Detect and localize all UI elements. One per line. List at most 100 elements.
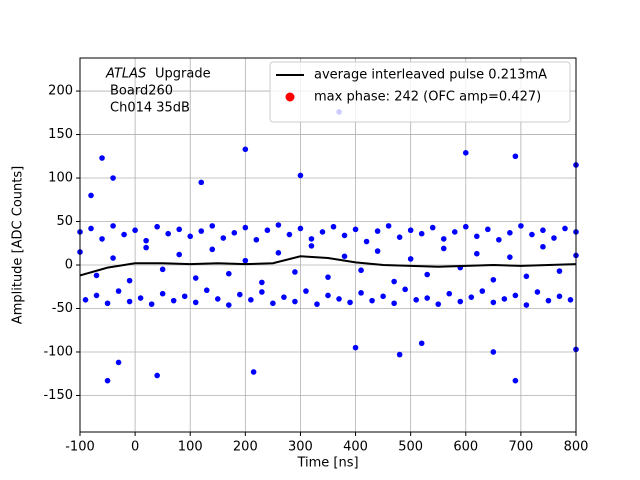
legend-label: average interleaved pulse 0.213mA — [314, 68, 547, 83]
scatter-point — [214, 296, 221, 302]
y-tick-label: 0 — [65, 258, 73, 273]
scatter-point — [512, 153, 519, 160]
y-tick-label: 150 — [48, 127, 73, 142]
scatter-point — [413, 296, 419, 303]
scatter-point — [325, 292, 331, 299]
annotation-line: Board260 — [110, 84, 173, 99]
scatter-point — [352, 344, 359, 351]
scatter-point — [248, 296, 254, 303]
scatter-point — [374, 228, 381, 234]
scatter-point — [132, 227, 138, 234]
scatter-point — [104, 377, 111, 384]
scatter-point — [198, 228, 205, 234]
scatter-point — [556, 293, 563, 300]
scatter-point — [407, 227, 414, 234]
scatter-point — [154, 223, 160, 230]
scatter-point — [270, 300, 276, 307]
y-axis-label: Amplitude [ADC Counts] — [11, 166, 26, 324]
y-tick-label: 50 — [56, 214, 73, 229]
scatter-point — [176, 226, 182, 233]
scatter-point — [275, 250, 282, 256]
scatter-point — [490, 349, 497, 355]
scatter-point — [192, 275, 199, 281]
scatter-point — [242, 257, 249, 264]
scatter-point — [176, 251, 182, 258]
x-tick-label: 200 — [233, 440, 258, 455]
scatter-point — [292, 298, 298, 305]
scatter-point — [242, 224, 249, 231]
scatter-point — [496, 236, 502, 243]
scatter-point — [281, 294, 287, 300]
scatter-point — [226, 270, 232, 277]
scatter-point — [545, 297, 552, 304]
scatter-point — [457, 298, 464, 305]
scatter-point — [253, 236, 260, 243]
scatter-point — [226, 302, 232, 308]
scatter-point — [198, 179, 205, 186]
scatter-point — [259, 289, 265, 295]
scatter-point — [474, 233, 480, 240]
scatter-point — [435, 301, 442, 307]
scatter-point — [93, 272, 100, 279]
scatter-point — [374, 248, 381, 254]
scatter-point — [358, 267, 364, 274]
scatter-point — [165, 230, 171, 237]
scatter-point — [231, 230, 238, 236]
scatter-point — [490, 276, 497, 283]
scatter-point — [380, 293, 386, 300]
scatter-point — [396, 351, 403, 358]
scatter-point — [341, 232, 348, 239]
scatter-point — [462, 150, 469, 156]
legend-label: max phase: 242 (OFC amp=0.427) — [314, 90, 541, 105]
scatter-point — [159, 266, 166, 273]
scatter-point — [440, 236, 447, 242]
scatter-point — [562, 225, 568, 232]
scatter-point — [540, 227, 546, 234]
scatter-point — [88, 192, 94, 199]
scatter-point — [424, 271, 431, 278]
scatter-point — [407, 256, 414, 262]
scatter-point — [237, 291, 243, 298]
scatter-point — [99, 155, 105, 161]
scatter-point — [330, 223, 337, 230]
scatter-point — [440, 245, 447, 252]
scatter-point — [187, 233, 194, 240]
scatter-point — [110, 223, 116, 229]
scatter-point — [490, 299, 497, 306]
scatter-point — [446, 290, 453, 297]
scatter-point — [369, 297, 375, 304]
scatter-point — [93, 292, 100, 299]
scatter-point — [126, 277, 133, 284]
scatter-point — [115, 359, 122, 366]
legend-box — [269, 61, 571, 123]
scatter-point — [551, 235, 557, 241]
scatter-point — [297, 225, 304, 232]
scatter-point — [220, 235, 227, 241]
scatter-point — [148, 301, 155, 307]
x-axis-label: Time [ns] — [296, 456, 358, 471]
scatter-point — [418, 230, 425, 237]
scatter-point — [154, 372, 160, 379]
scatter-point — [462, 223, 469, 230]
scatter-point — [319, 229, 326, 235]
scatter-point — [115, 288, 122, 294]
scatter-point — [308, 243, 315, 249]
scatter-point — [121, 231, 127, 238]
y-tick-label: 200 — [48, 84, 73, 99]
legend-marker — [285, 92, 295, 102]
scatter-point — [556, 268, 563, 274]
scatter-point — [402, 286, 408, 293]
scatter-point — [341, 253, 348, 260]
scatter-point — [314, 301, 320, 307]
scatter-point — [325, 274, 331, 280]
scatter-point — [567, 296, 574, 303]
scatter-point — [501, 296, 508, 302]
scatter-point — [209, 246, 216, 253]
scatter-point — [99, 236, 105, 242]
x-tick-label: 800 — [564, 440, 589, 455]
annotation-experiment: ATLAS — [105, 67, 146, 82]
scatter-point — [534, 289, 541, 295]
annotation-line: Ch014 35dB — [110, 101, 190, 116]
x-tick-label: 100 — [178, 440, 203, 455]
scatter-point — [170, 297, 177, 304]
